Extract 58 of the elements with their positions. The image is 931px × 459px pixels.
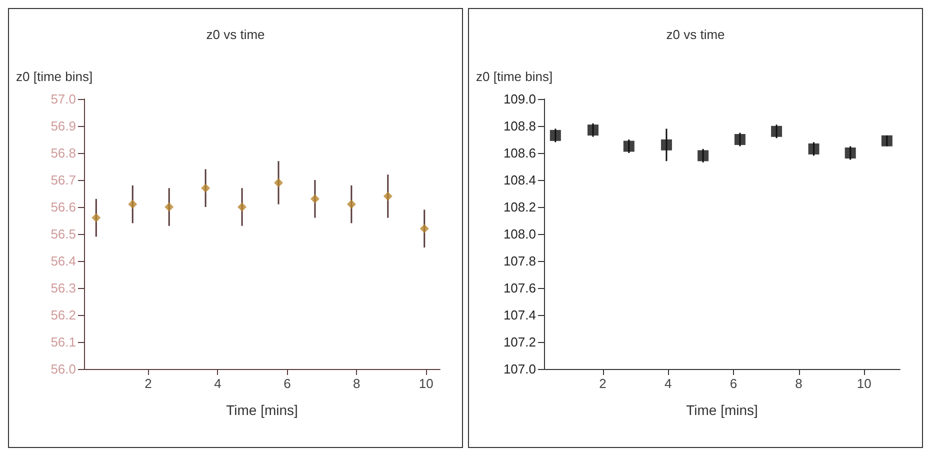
point [238, 202, 247, 212]
point [844, 148, 856, 158]
y-tick-label: 56.4 [50, 254, 76, 268]
x-tick-label: 10 [418, 376, 434, 391]
y-tick-label: 107.0 [503, 362, 536, 376]
y-tick-label: 56.5 [50, 226, 76, 242]
x-tick-label: 2 [144, 376, 152, 391]
y-tick-label: 107.6 [503, 280, 536, 296]
y-tick-label: 56.6 [50, 200, 76, 214]
point [92, 213, 101, 222]
y-tick-label: 107.8 [503, 254, 536, 268]
y-tick-label: 108.2 [503, 200, 536, 214]
point [420, 224, 429, 234]
x-axis-title: Time [mins] [686, 402, 758, 418]
point [128, 200, 138, 209]
point [771, 126, 782, 137]
point [881, 135, 892, 146]
x-axis-title: Time [mins] [226, 402, 298, 418]
point [310, 194, 320, 204]
x-tick-label: 4 [664, 376, 672, 391]
y-tick-label: 107.2 [503, 334, 536, 350]
chart-title: z0 vs time [666, 27, 725, 42]
y-axis-title: z0 [time bins] [16, 69, 93, 84]
y-tick-label: 56.9 [50, 118, 76, 134]
y-tick-label: 56.7 [50, 172, 76, 188]
y-tick-label: 56.0 [50, 362, 76, 376]
x-tick-label: 10 [856, 376, 872, 391]
point [808, 143, 820, 154]
x-tick-label: 2 [599, 376, 606, 391]
point [698, 150, 709, 162]
point [587, 124, 598, 136]
x-tick-label: 6 [730, 376, 738, 391]
y-axis-title: z0 [time bins] [476, 69, 553, 84]
x-tick-label: 8 [353, 376, 360, 391]
point [660, 139, 672, 150]
point [346, 200, 356, 209]
y-tick-label: 56.8 [50, 146, 76, 160]
chart-title: z0 vs time [206, 27, 265, 42]
y-tick-label: 109.0 [503, 92, 536, 106]
point [550, 130, 561, 141]
y-tick-label: 108.6 [503, 146, 536, 160]
x-tick-label: 6 [284, 376, 291, 391]
y-tick-label: 108.8 [503, 118, 536, 134]
y-tick-label: 56.1 [50, 334, 76, 350]
x-tick-label: 4 [214, 376, 222, 391]
y-tick-label: 108.4 [503, 172, 536, 188]
point [164, 202, 174, 212]
point [623, 140, 634, 152]
y-tick-label: 108.0 [503, 226, 536, 242]
point [383, 192, 392, 201]
y-tick-label: 107.4 [503, 308, 536, 322]
y-tick-label: 56.2 [50, 308, 76, 322]
point [734, 134, 746, 145]
point [274, 178, 283, 188]
y-tick-label: 57.0 [50, 92, 76, 106]
point [201, 184, 210, 193]
y-tick-label: 56.3 [50, 280, 76, 296]
x-tick-label: 8 [795, 376, 802, 391]
